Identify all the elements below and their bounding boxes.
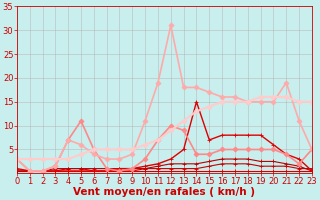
X-axis label: Vent moyen/en rafales ( km/h ): Vent moyen/en rafales ( km/h ) — [73, 187, 255, 197]
